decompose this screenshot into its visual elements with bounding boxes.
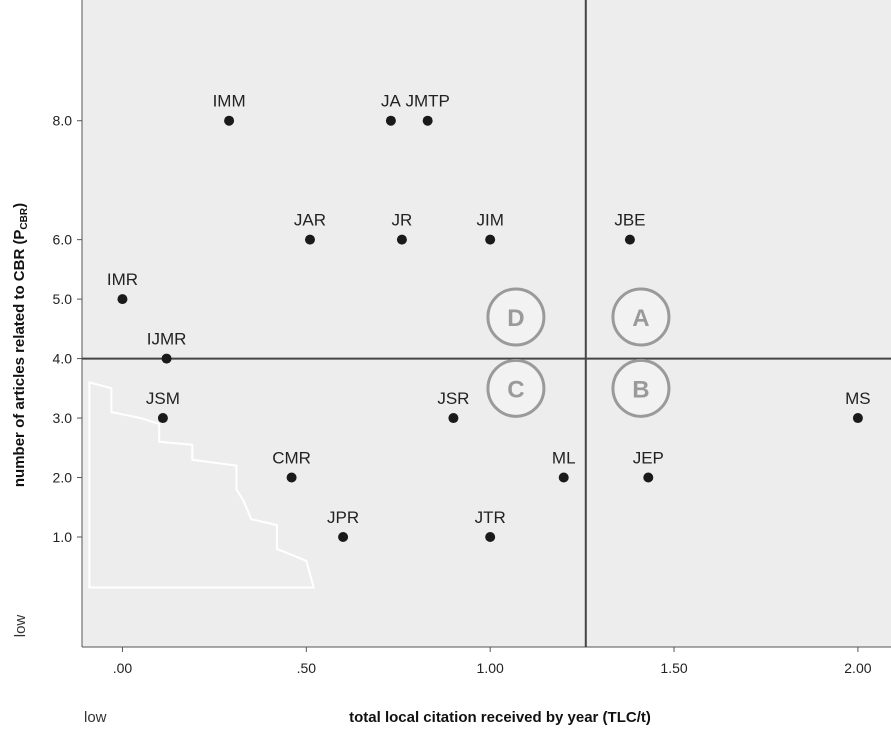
point-jar: JAR [294,211,326,245]
x-tick-label: .50 [297,660,317,676]
data-point-marker [852,413,863,424]
data-point-label: JPR [327,508,359,527]
data-point-marker [422,115,433,126]
quadrant-c: C [486,358,546,418]
low-region-outline [88,381,316,589]
data-point-label: JBE [614,211,645,230]
point-jr: JR [392,211,413,245]
x-tick-label: .00 [113,660,133,676]
data-point-marker [624,234,635,245]
point-cmr: CMR [272,449,311,483]
point-jpr: JPR [327,508,359,542]
y-tick-label: 4.0 [53,351,73,367]
point-ijmr: IJMR [147,330,187,364]
point-ms: MS [845,389,871,424]
point-ml: ML [552,449,576,483]
y-axis-title: number of articles related to CBR (PCBR) [11,203,30,487]
data-point-label: IMR [107,270,138,289]
data-point-label: JA [381,92,402,111]
quadrant-label: B [632,376,649,403]
y-tick-label: 6.0 [53,232,73,248]
data-point-label: JMTP [405,92,449,111]
x-axis-title: total local citation received by year (T… [349,709,651,726]
quadrant-label: C [507,376,524,403]
y-tick-label: 3.0 [53,410,73,426]
data-point-label: JSM [146,389,180,408]
data-point-label: IJMR [147,330,187,349]
quadrant-circle [611,358,671,418]
y-axis-ticks: 1.0 2.0 3.0 4.0 5.0 6.0 8.0 [53,113,82,545]
plot-area [82,0,891,647]
data-point-label: IMM [213,92,246,111]
x-tick-label: 2.00 [844,660,871,676]
quadrant-label: A [632,305,649,332]
data-point-marker [286,472,297,483]
data-point-marker [304,234,315,245]
quadrant-b: B [611,358,671,418]
point-ja: JA [381,92,402,126]
data-point-marker [385,115,396,126]
data-point-marker [485,531,496,542]
data-point-marker [558,472,569,483]
point-jmtp: JMTP [405,92,450,126]
point-jtr: JTR [475,508,506,542]
data-point-label: MS [845,389,871,408]
y-axis-low-label: low [12,615,29,638]
x-tick-label: 1.00 [477,660,504,676]
data-point-marker [643,472,654,483]
data-point-marker [224,115,235,126]
quadrant-markers: A B C D [486,287,671,418]
quadrant-a: A [611,287,671,347]
y-axis-title-subscript: CBR [19,207,30,229]
data-point-label: JAR [294,211,326,230]
x-tick-label: 1.50 [660,660,687,676]
y-axis-title-end: ) [11,203,28,208]
data-point-marker [117,294,128,305]
quadrant-label: D [507,305,524,332]
data-point-marker [157,413,168,424]
data-point-marker [485,234,496,245]
point-jbe: JBE [614,211,646,245]
y-tick-label: 8.0 [53,113,73,129]
y-tick-label: 1.0 [53,529,73,545]
data-point-label: JTR [475,508,506,527]
quadrant-circle [486,358,546,418]
data-point-marker [396,234,407,245]
quadrant-circle [486,287,546,347]
quadrant-circle [611,287,671,347]
data-point-marker [448,413,459,424]
data-points: IMM JA JMTP JAR JR JIM JBE IMR IJMR JSM JSR MS CMR ML… [107,92,871,542]
data-point-label: ML [552,449,576,468]
data-point-label: JIM [476,211,503,230]
data-point-label: JSR [437,389,469,408]
y-tick-label: 5.0 [53,291,73,307]
point-jsm: JSM [146,389,180,424]
data-point-label: CMR [272,449,311,468]
y-axis-title-main: number of articles related to CBR (P [11,230,28,488]
point-jsr: JSR [437,389,469,424]
x-axis-low-label: low [84,709,107,726]
quadrant-d: D [486,287,546,347]
point-imr: IMR [107,270,138,305]
point-jim: JIM [476,211,504,245]
point-imm: IMM [213,92,246,126]
x-axis-ticks: .00 .50 1.00 1.50 2.00 [113,647,872,676]
y-tick-label: 2.0 [53,470,73,486]
data-point-label: JR [392,211,413,230]
data-point-marker [338,531,349,542]
data-point-marker [161,353,172,364]
data-point-label: JEP [633,449,664,468]
point-jep: JEP [633,449,664,483]
